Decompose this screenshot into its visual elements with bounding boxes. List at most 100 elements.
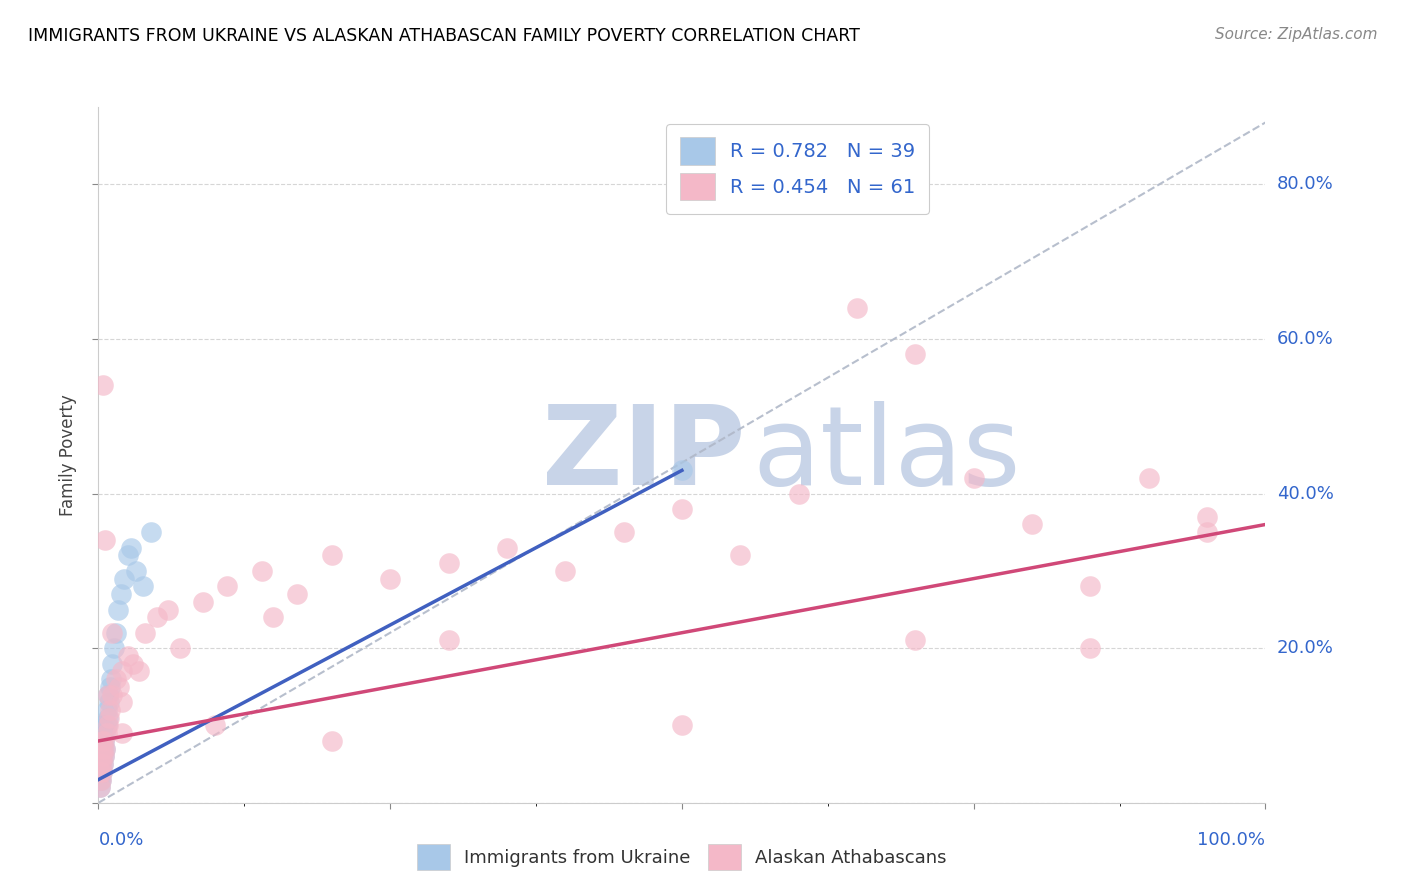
Point (378, 572, 402, 586)
Point (94, 726, 117, 740)
Point (321, 549, 343, 563)
Point (112, 572, 135, 586)
Point (671, 502, 693, 516)
Point (98, 680, 121, 694)
Point (89, 764, 111, 779)
Point (110, 587, 132, 601)
Text: IMMIGRANTS FROM UKRAINE VS ALASKAN ATHABASCAN FAMILY POVERTY CORRELATION CHART: IMMIGRANTS FROM UKRAINE VS ALASKAN ATHAB… (28, 27, 860, 45)
Point (97, 688, 120, 702)
Point (671, 463, 693, 477)
Point (90, 726, 112, 740)
Legend: Immigrants from Ukraine, Alaskan Athabascans: Immigrants from Ukraine, Alaskan Athabas… (409, 838, 955, 877)
Point (134, 625, 156, 640)
Point (120, 541, 142, 555)
Text: 100.0%: 100.0% (1198, 830, 1265, 848)
Point (1080, 641, 1102, 656)
Point (904, 347, 927, 361)
Point (90, 749, 112, 764)
Point (89, 780, 111, 795)
Point (94, 741, 117, 756)
Point (101, 625, 124, 640)
Point (89, 780, 111, 795)
Point (91, 378, 114, 392)
Point (117, 648, 139, 663)
Point (104, 672, 127, 686)
Point (962, 471, 984, 485)
Point (91, 757, 114, 772)
Point (91, 726, 114, 740)
Text: atlas: atlas (752, 401, 1021, 508)
Point (91, 757, 114, 772)
Point (1195, 525, 1218, 540)
Point (96, 703, 118, 717)
Point (90, 772, 112, 787)
Point (1137, 471, 1160, 485)
Point (132, 579, 155, 593)
Point (111, 695, 134, 709)
Point (93, 718, 115, 732)
Point (787, 486, 810, 500)
Point (97, 711, 120, 725)
Text: 0.0%: 0.0% (98, 830, 143, 848)
Point (437, 556, 460, 570)
Point (111, 726, 134, 740)
Point (193, 595, 215, 609)
Point (97, 711, 120, 725)
Text: 40.0%: 40.0% (1277, 484, 1334, 502)
Point (204, 718, 226, 732)
Point (104, 625, 127, 640)
Point (139, 525, 162, 540)
Point (111, 665, 134, 679)
Point (285, 587, 308, 601)
Point (89, 772, 111, 787)
Point (108, 680, 131, 694)
Point (93, 734, 115, 748)
Point (90, 764, 112, 779)
Point (1080, 579, 1102, 593)
Point (90, 734, 112, 748)
Point (904, 633, 927, 648)
Point (103, 641, 125, 656)
Point (97, 688, 120, 702)
Point (495, 541, 517, 555)
Point (101, 688, 124, 702)
Point (100, 672, 122, 686)
Point (671, 718, 693, 732)
Y-axis label: Family Poverty: Family Poverty (59, 394, 77, 516)
Point (94, 741, 117, 756)
Point (117, 549, 139, 563)
Point (90, 757, 112, 772)
Point (107, 602, 129, 616)
Point (98, 703, 121, 717)
Point (90, 741, 112, 756)
Point (1195, 509, 1218, 524)
Point (89, 764, 111, 779)
Point (437, 633, 460, 648)
Point (94, 533, 117, 547)
Text: ZIP: ZIP (541, 401, 745, 508)
Point (250, 564, 273, 578)
Text: 20.0%: 20.0% (1277, 640, 1334, 657)
Point (101, 657, 124, 671)
Point (93, 734, 115, 748)
Text: 60.0%: 60.0% (1277, 330, 1334, 348)
Point (97, 718, 120, 732)
Point (321, 734, 343, 748)
Text: Source: ZipAtlas.com: Source: ZipAtlas.com (1215, 27, 1378, 42)
Text: 80.0%: 80.0% (1277, 176, 1334, 194)
Point (89, 757, 111, 772)
Point (90, 718, 112, 732)
Point (97, 695, 120, 709)
Point (845, 301, 868, 315)
Point (90, 734, 112, 748)
Point (554, 564, 576, 578)
Point (93, 749, 115, 764)
Point (91, 741, 114, 756)
Point (122, 657, 145, 671)
Point (169, 641, 191, 656)
Point (90, 757, 112, 772)
Point (125, 564, 148, 578)
Point (262, 610, 284, 624)
Point (90, 772, 112, 787)
Point (730, 549, 752, 563)
